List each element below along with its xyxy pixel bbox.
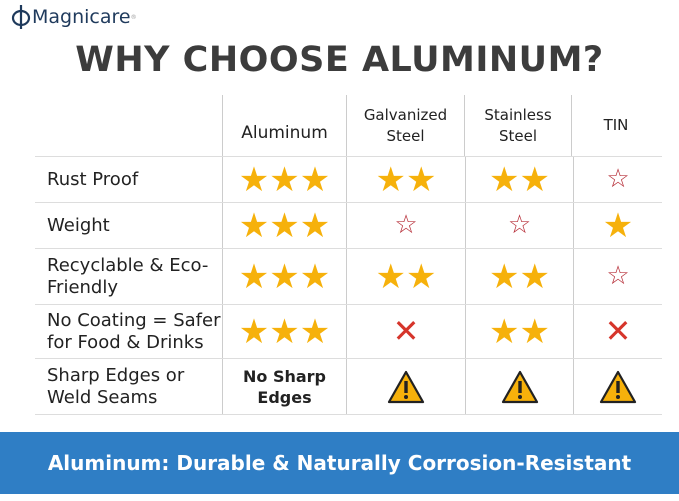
footer-banner: Aluminum: Durable & Naturally Corrosion-… bbox=[0, 432, 679, 494]
rating-cell: No Sharp Edges bbox=[222, 359, 346, 414]
col-header: Galvanized Steel bbox=[346, 95, 464, 156]
filled-star-icon: ★ bbox=[238, 205, 270, 246]
x-mark-icon: ✕ bbox=[392, 312, 420, 350]
rating-cell: ★ ★ ★ bbox=[222, 203, 346, 248]
filled-star-icon: ★ bbox=[299, 159, 331, 200]
filled-star-icon: ★ bbox=[375, 256, 406, 297]
outline-star-icon: ☆ bbox=[606, 164, 630, 194]
table-row: No Coating = Safer for Food & Drinks ★ ★ ★ ✕… bbox=[35, 305, 662, 359]
rating-cell: ★ ★ ★ bbox=[222, 305, 346, 358]
filled-star-icon: ★ bbox=[269, 256, 300, 297]
table-row: Weight ★ ★ ★ ☆ ☆ ★ bbox=[35, 203, 662, 249]
filled-star-icon: ★ bbox=[299, 205, 331, 246]
warning-icon bbox=[599, 370, 637, 404]
filled-star-icon: ★ bbox=[489, 159, 520, 200]
rating-cell bbox=[465, 359, 573, 414]
row-label: Weight bbox=[47, 214, 110, 236]
rating-cell bbox=[573, 359, 662, 414]
row-label: No Coating = Safer for Food & Drinks bbox=[47, 309, 221, 353]
filled-star-icon: ★ bbox=[269, 205, 300, 246]
filled-star-icon: ★ bbox=[299, 256, 331, 297]
filled-star-icon: ★ bbox=[519, 159, 550, 200]
filled-star-icon: ★ bbox=[406, 159, 437, 200]
row-label: Recyclable & Eco-Friendly bbox=[47, 254, 209, 298]
col-header: TIN bbox=[571, 95, 660, 156]
row-label: Rust Proof bbox=[47, 168, 139, 190]
warning-icon bbox=[501, 370, 539, 404]
page-title: WHY CHOOSE ALUMINUM? bbox=[75, 40, 604, 80]
filled-star-icon: ★ bbox=[238, 159, 270, 200]
rating-cell: ★ bbox=[573, 203, 662, 248]
rating-cell: ★ ★ bbox=[465, 157, 573, 202]
col-header: Aluminum bbox=[222, 95, 346, 156]
outline-star-icon: ☆ bbox=[606, 261, 630, 291]
header-row: Aluminum Galvanized Steel Stainless Stee… bbox=[35, 95, 662, 157]
rating-cell: ★ ★ bbox=[346, 157, 465, 202]
rating-cell: ✕ bbox=[346, 305, 465, 358]
filled-star-icon: ★ bbox=[238, 311, 270, 352]
outline-star-icon: ☆ bbox=[507, 210, 532, 240]
rating-cell bbox=[346, 359, 465, 414]
filled-star-icon: ★ bbox=[489, 311, 520, 352]
outline-star-icon: ☆ bbox=[394, 210, 418, 240]
corner-cell bbox=[35, 95, 222, 156]
filled-star-icon: ★ bbox=[238, 256, 270, 297]
brand-name: Magnicare bbox=[32, 6, 131, 28]
filled-star-icon: ★ bbox=[375, 159, 406, 200]
rating-cell: ☆ bbox=[573, 249, 662, 304]
filled-star-icon: ★ bbox=[299, 311, 331, 352]
filled-star-icon: ★ bbox=[269, 311, 300, 352]
rating-cell: ☆ bbox=[465, 203, 573, 248]
rating-cell: ★ ★ ★ bbox=[222, 249, 346, 304]
filled-star-icon: ★ bbox=[406, 256, 437, 297]
brand-logo: Magnicare ® bbox=[10, 4, 137, 30]
comparison-table: Aluminum Galvanized Steel Stainless Stee… bbox=[35, 95, 662, 415]
row-label: Sharp Edges or Weld Seams bbox=[47, 364, 185, 408]
phi-logo-icon bbox=[11, 5, 31, 29]
rating-cell: ★ ★ bbox=[346, 249, 465, 304]
rating-cell: ★ ★ bbox=[465, 305, 573, 358]
warning-icon bbox=[387, 370, 425, 404]
rating-cell: ☆ bbox=[346, 203, 465, 248]
col-header: Stainless Steel bbox=[464, 95, 571, 156]
filled-star-icon: ★ bbox=[519, 256, 550, 297]
filled-star-icon: ★ bbox=[519, 311, 550, 352]
filled-star-icon: ★ bbox=[269, 159, 300, 200]
rating-cell: ★ ★ bbox=[465, 249, 573, 304]
filled-star-icon: ★ bbox=[489, 256, 520, 297]
table-row: Recyclable & Eco-Friendly ★ ★ ★ ★ ★ ★ ★ ☆ bbox=[35, 249, 662, 305]
table-row: Sharp Edges or Weld Seams No Sharp Edges bbox=[35, 359, 662, 415]
table-row: Rust Proof ★ ★ ★ ★ ★ ★ ★ ☆ bbox=[35, 157, 662, 203]
rating-cell: ★ ★ ★ bbox=[222, 157, 346, 202]
cell-text: No Sharp Edges bbox=[242, 366, 326, 407]
rating-cell: ✕ bbox=[573, 305, 662, 358]
x-mark-icon: ✕ bbox=[604, 312, 632, 350]
filled-star-icon: ★ bbox=[602, 205, 634, 246]
rating-cell: ☆ bbox=[573, 157, 662, 202]
